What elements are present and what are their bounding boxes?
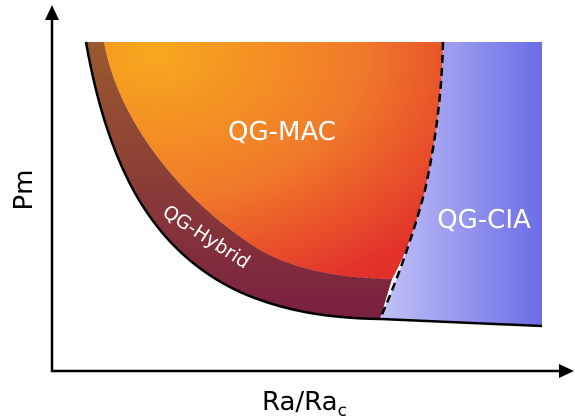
region-qg-mac [104,42,443,279]
label-qg-mac: QG-MAC [228,117,336,147]
mac-cia-boundary [378,41,445,320]
region-qg-hybrid [86,42,392,319]
region-qg-cia [380,42,542,326]
y-axis-label: Pm [9,169,39,210]
label-qg-cia: QG-CIA [437,205,531,235]
x-axis-arrow [559,364,574,378]
y-axis-arrow [45,5,59,20]
x-axis-label: Ra/Rac [262,387,347,420]
boundary-curve [84,41,543,328]
x-axis-label-subscript: c [338,401,347,420]
x-axis-label-main: Ra/Ra [262,387,338,417]
